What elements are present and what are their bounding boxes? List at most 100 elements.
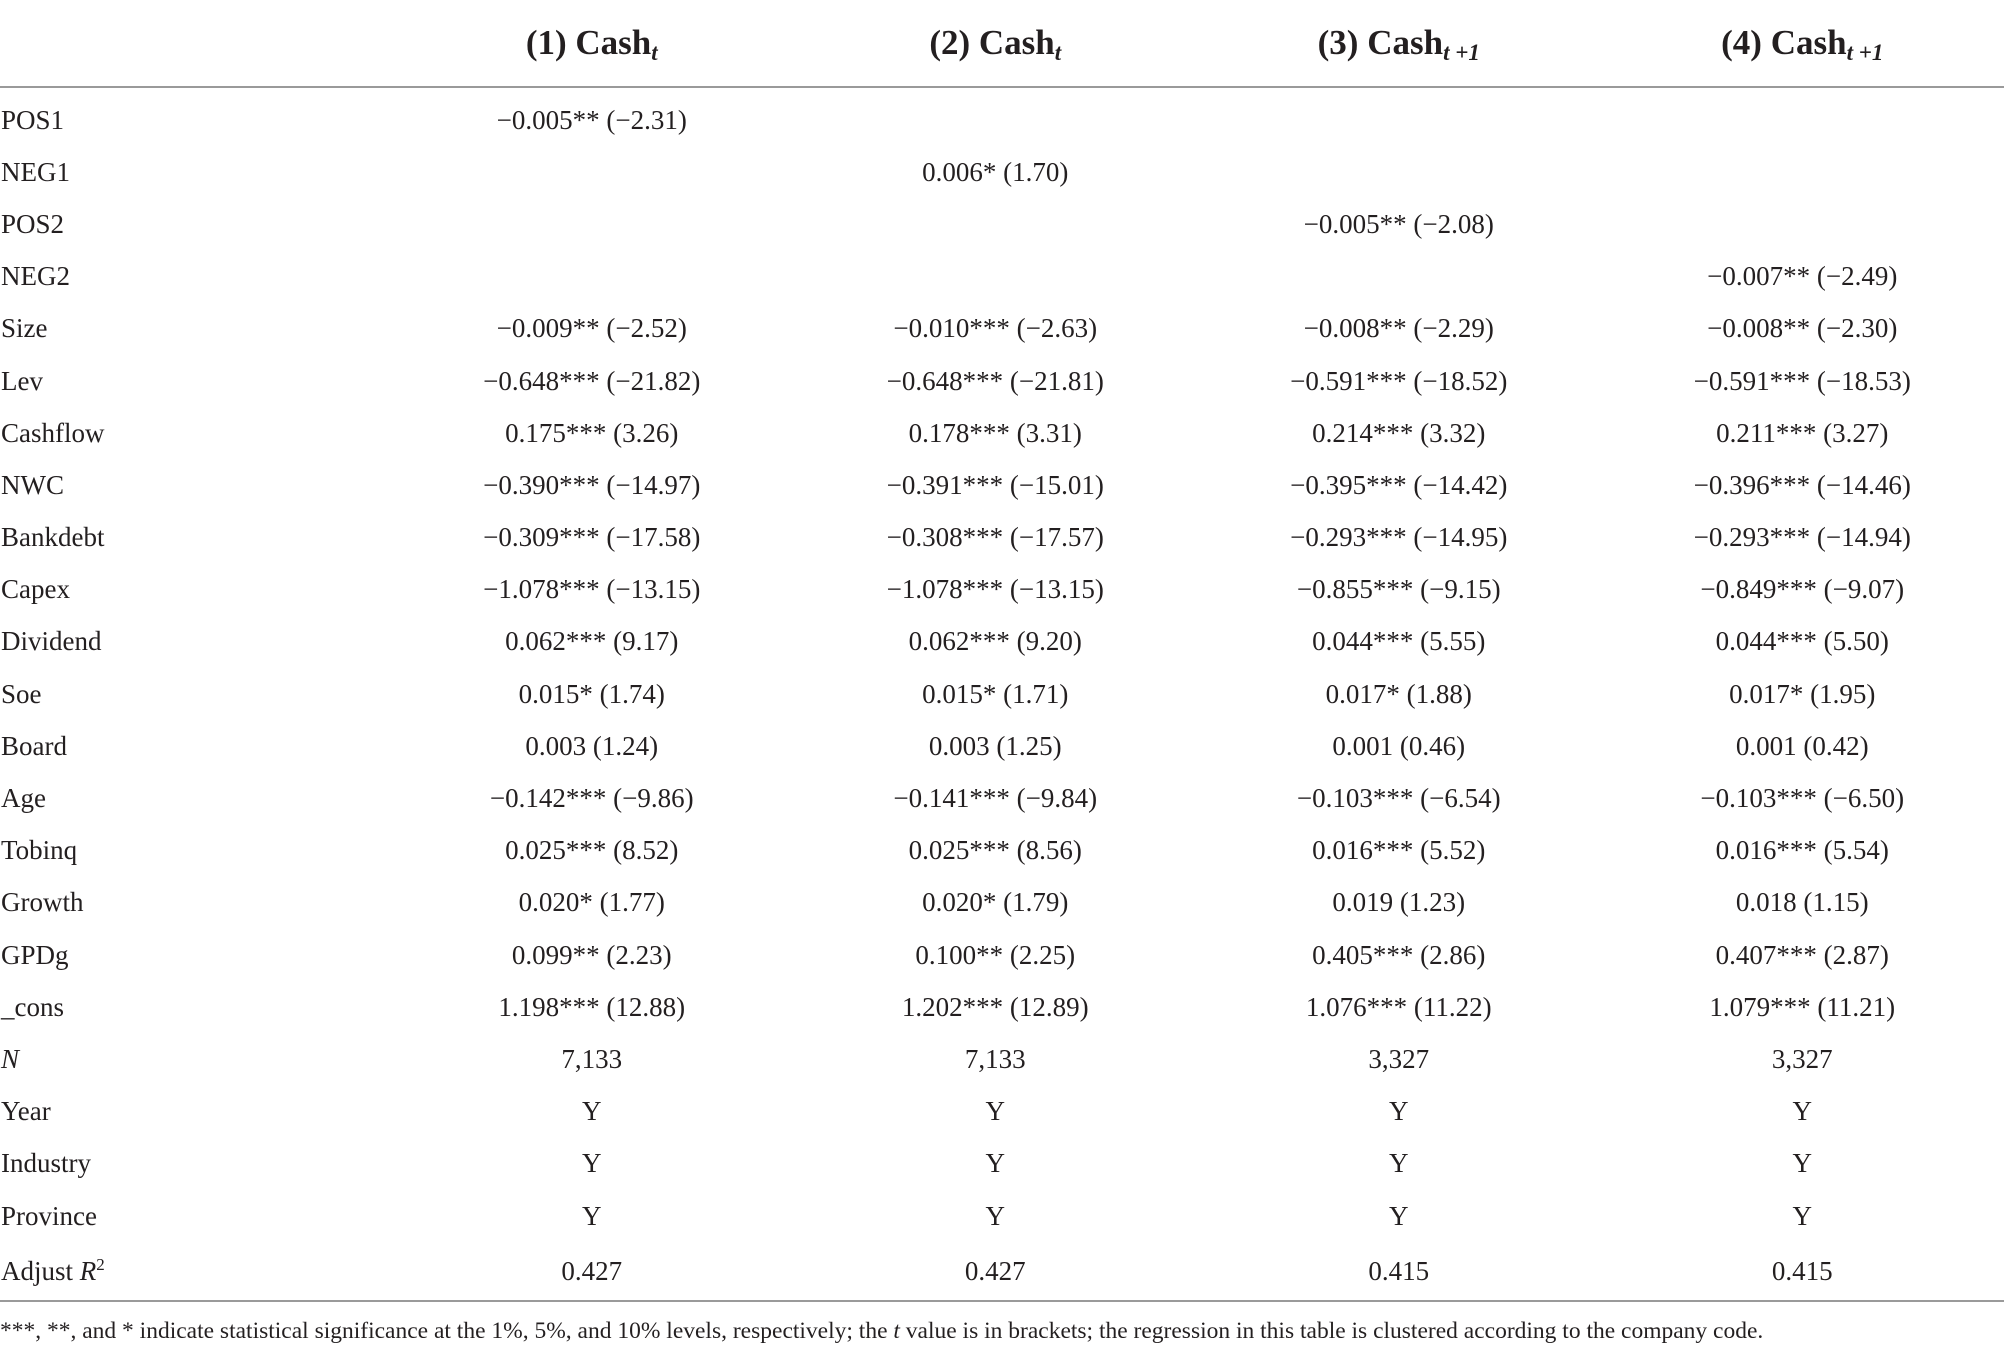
- table-cell-col-3: 0.214*** (3.32): [1312, 417, 1486, 448]
- table-cell-col-3: 0.019 (1.23): [1332, 887, 1466, 918]
- table-cell-col-1: 0.025*** (8.52): [505, 835, 679, 866]
- table-cell-col-1: −0.390*** (−14.97): [483, 469, 701, 500]
- table-cell-col-4: 0.017* (1.95): [1729, 678, 1876, 709]
- row-label: Dividend: [0, 616, 390, 668]
- table-row: Province Y Y Y Y: [0, 1190, 2004, 1242]
- table-cell-col-3: 0.415: [1197, 1242, 1601, 1303]
- header-column-2-text: (2) Cash: [929, 23, 1055, 62]
- table-cell-col-4: −0.293*** (−14.94): [1693, 522, 1911, 553]
- table-cell-col-3: Y: [1389, 1200, 1409, 1231]
- table-row: Soe 0.015* (1.74) 0.015* (1.71) 0.017* (1.8…: [0, 668, 2004, 720]
- table-cell-col-4: −0.008** (−2.30): [1707, 313, 1898, 344]
- table-cell-col-4: [1601, 198, 2004, 250]
- table-row: POS1 −0.005** (−2.31): [0, 87, 2004, 146]
- table-cell-col-1: 0.003 (1.24): [525, 730, 659, 761]
- row-label-text: Cashflow: [1, 417, 105, 448]
- header-column-4-text: (4) Cash: [1721, 23, 1847, 62]
- table-cell-col-1: 1.198*** (12.88): [498, 991, 686, 1022]
- table-cell-col-2: [794, 198, 1198, 250]
- header-row: (1) Casht (2) Casht (3) Casht +1 (4) Cas…: [0, 0, 2004, 88]
- footnote-text-start: ***, **, and * indicate statistical sign…: [0, 1318, 894, 1344]
- table-cell-col-2: −0.010*** (−2.63): [893, 313, 1098, 344]
- table-footnote: ***, **, and * indicate statistical sign…: [0, 1318, 2004, 1345]
- table-cell-col-4: 0.415: [1600, 1242, 2004, 1303]
- row-label-text: Soe: [1, 678, 42, 709]
- table-cell-col-4: 0.018 (1.15): [1735, 887, 1869, 918]
- table-cell-col-4: [1601, 87, 2004, 146]
- table-cell-col-3: 0.016*** (5.52): [1312, 835, 1486, 866]
- table-cell-col-2: 7,133: [964, 1043, 1026, 1074]
- table-cell-col-4: [1601, 146, 2004, 198]
- table-cell-col-2: 0.062*** (9.20): [908, 626, 1082, 657]
- row-label: NEG1: [0, 146, 390, 198]
- table-row: Bankdebt −0.309*** (−17.58) −0.308*** (−17…: [0, 512, 2004, 564]
- row-label: Cashflow: [0, 407, 390, 459]
- row-label: _cons: [0, 981, 390, 1033]
- table-cell-col-2: −0.308*** (−17.57): [886, 522, 1104, 553]
- table-cell-col-3: −0.855*** (−9.15): [1296, 574, 1501, 605]
- row-label: Year: [0, 1086, 390, 1138]
- row-label: GPDg: [0, 929, 390, 981]
- table-cell-col-3: [1197, 251, 1601, 303]
- table-row: NWC −0.390*** (−14.97) −0.391*** (−15.01) −…: [0, 459, 2004, 511]
- table-cell-col-4: 0.407*** (2.87): [1715, 939, 1889, 970]
- table-cell-col-3: 0.044*** (5.55): [1312, 626, 1486, 657]
- table-row: GPDg 0.099** (2.23) 0.100** (2.25) 0.405***…: [0, 929, 2004, 981]
- table-cell-col-3: 3,327: [1368, 1043, 1430, 1074]
- table-cell-col-2: −1.078*** (−13.15): [886, 574, 1104, 605]
- table-cell-col-2: Y: [985, 1096, 1006, 1127]
- table-cell-col-1: 0.020* (1.77): [518, 887, 665, 918]
- table-row: POS2 −0.005** (−2.08): [0, 198, 2004, 250]
- table-cell-col-2: Y: [985, 1148, 1006, 1179]
- table-cell-col-4: 0.016*** (5.54): [1715, 835, 1889, 866]
- table-row: N 7,133 7,133 3,327 3,327: [0, 1033, 2004, 1085]
- table-row: Size −0.009** (−2.52) −0.010*** (−2.63) −0.…: [0, 303, 2004, 355]
- table-cell-col-2: 0.003 (1.25): [928, 730, 1062, 761]
- table-cell-col-4: 0.211*** (3.27): [1716, 417, 1889, 448]
- table-cell-col-2: 0.427: [793, 1242, 1197, 1303]
- table-cell-col-4: −0.591*** (−18.53): [1693, 365, 1911, 396]
- row-label-text: Province: [1, 1200, 97, 1231]
- table-cell-col-2: 0.025*** (8.56): [908, 835, 1082, 866]
- table-cell-col-2: 0.178*** (3.31): [908, 417, 1082, 448]
- table-cell-col-3: 0.405*** (2.86): [1312, 939, 1486, 970]
- table-cell-col-1: −0.005** (−2.31): [496, 104, 687, 135]
- header-column-3: (3) Casht +1: [1197, 0, 1601, 88]
- table-cell-col-1: Y: [582, 1148, 602, 1179]
- table-cell-col-1: −0.648*** (−21.82): [483, 365, 701, 396]
- table-cell-col-3: Y: [1389, 1096, 1409, 1127]
- row-label-text: Lev: [1, 365, 43, 396]
- row-label: Lev: [0, 355, 390, 407]
- table-cell-col-2: −0.141*** (−9.84): [893, 783, 1098, 814]
- row-label-text: Adjust: [1, 1255, 80, 1286]
- row-label-text: Capex: [1, 574, 70, 605]
- table-row: Cashflow 0.175*** (3.26) 0.178*** (3.31) 0.…: [0, 407, 2004, 459]
- row-label-italic-symbol: R: [79, 1255, 97, 1286]
- table-cell-col-2: [794, 87, 1198, 146]
- row-label: POS2: [0, 198, 390, 250]
- row-label-superscript: 2: [96, 1254, 105, 1274]
- table-cell-col-4: −0.849*** (−9.07): [1700, 574, 1905, 605]
- row-label: Size: [0, 303, 390, 355]
- row-label-text: Dividend: [1, 626, 102, 657]
- table-row: Capex −1.078*** (−13.15) −1.078*** (−13.15…: [0, 564, 2004, 616]
- row-label-text: Tobinq: [1, 835, 78, 866]
- table-row: Dividend 0.062*** (9.17) 0.062*** (9.20) 0.…: [0, 616, 2004, 668]
- row-label: Bankdebt: [0, 512, 390, 564]
- row-label: N: [0, 1033, 390, 1085]
- table-row: Age −0.142*** (−9.86) −0.141*** (−9.84) −0.…: [0, 772, 2004, 824]
- table-cell-col-1: 0.062*** (9.17): [505, 626, 679, 657]
- row-label: Industry: [0, 1138, 390, 1190]
- header-column-1: (1) Casht: [390, 0, 794, 88]
- table-row: _cons 1.198*** (12.88) 1.202*** (12.89) 1.0…: [0, 981, 2004, 1033]
- row-label-text: Bankdebt: [1, 522, 105, 553]
- table-cell-col-1: Y: [582, 1200, 602, 1231]
- row-label: Soe: [0, 668, 390, 720]
- row-label: Province: [0, 1190, 390, 1242]
- table-cell-col-2: 0.020* (1.79): [922, 887, 1069, 918]
- row-label: Tobinq: [0, 825, 390, 877]
- table-cell-col-4: 3,327: [1771, 1043, 1833, 1074]
- table-cell-col-4: 1.079*** (11.21): [1709, 991, 1896, 1022]
- row-label-text: N: [1, 1043, 20, 1074]
- table-cell-col-2: −0.391*** (−15.01): [886, 469, 1104, 500]
